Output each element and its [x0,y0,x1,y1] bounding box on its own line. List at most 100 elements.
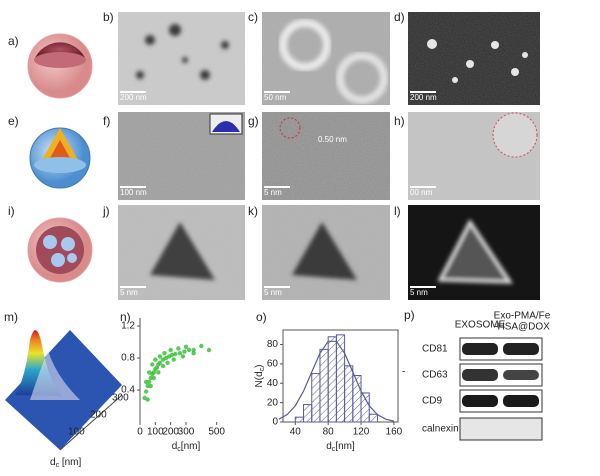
x-axis-label-sub: c [332,446,336,453]
y-tick-label: 0.4 [121,385,135,396]
x-axis-label-rest: [nm] [181,441,201,452]
bar [368,413,378,423]
y-tick-label: 80 [267,339,279,350]
y-tick-label: 40 [267,378,279,389]
y-tick-label: 0 [272,417,278,428]
side-mark: - [402,367,405,378]
bar [311,373,321,423]
x-tick-label: 200 [90,410,107,421]
x-tick-label: 0 [137,427,143,438]
panel-label: f) [103,114,110,128]
point [191,347,196,353]
x-tick-label: 120 [353,427,370,438]
column-header: Exo-PMA/Fe [494,311,551,322]
point [147,379,152,385]
scale-bar-label: 00 nm [410,188,433,197]
panel-label: k) [248,204,258,218]
scale-bar-label: 5 nm [264,188,282,197]
x-axis-label-main: d [326,441,332,452]
x-tick-label: 160 [386,427,403,438]
point [162,351,167,356]
point [147,370,152,375]
column-header: EXOSOME [455,320,506,331]
bar [360,392,370,423]
x-tick-label: 200 [162,427,179,438]
bar [303,404,313,423]
fit-line [278,340,395,422]
panel-label: d) [394,10,405,24]
point [148,375,153,381]
point [171,357,176,362]
y-axis-label-sub: c [259,367,266,371]
western-blot [459,337,543,441]
loaded-vesicle-icon [27,217,93,283]
x-tick-label: 300 [178,427,195,438]
panel-label: j) [102,204,110,218]
point [153,357,158,362]
point [173,351,178,357]
row-label: calnexin [422,424,459,435]
x-axis-label-main: d [172,441,178,452]
point [180,354,186,359]
point [206,347,212,353]
scale-bar-label: 5 nm [264,288,282,297]
x-axis-label: dc[nm] [326,441,355,453]
point [143,389,149,394]
point [165,360,170,365]
bar [327,336,337,423]
panel-label: a) [8,34,19,48]
x-tick-label: 100 [68,427,85,438]
x-axis-label-main: d [50,457,56,468]
point [177,351,183,356]
column-header: -HSA@DOX [494,322,550,333]
scale-bar-label: 5 nm [410,288,428,297]
x-tick-label: 100 [147,427,164,438]
point [145,397,150,402]
vesicle-icon [27,33,93,99]
x-axis-label: dc[nm] [172,441,201,453]
y-tick-label: 60 [267,359,279,370]
x-axis-label-sub: c [56,462,60,469]
point [156,370,161,375]
x-tick-label: 40 [290,427,302,438]
lattice-label: 0.50 nm [318,135,347,144]
point [143,379,149,385]
y-tick-label: 0.8 [121,353,135,364]
point [176,346,181,351]
panel-label: p) [404,308,415,322]
x-axis-label: dc [nm] [50,457,82,469]
y-axis-label: N(dc) [254,365,266,388]
panel-label: i) [8,204,15,218]
scale-bar-label: 200 nm [120,93,147,102]
panel-label: l) [394,204,401,218]
point [191,351,196,356]
x-tick-label: 80 [323,427,335,438]
panel-label: h) [394,114,405,128]
x-axis-label-rest: [nm] [59,457,81,468]
panel-label: e) [8,114,19,128]
point [168,347,173,353]
point [186,347,192,353]
point [157,360,163,365]
row-label: CD63 [422,370,448,381]
point [150,362,155,367]
scale-bar-label: 200 nm [410,93,437,102]
x-tick-label: 500 [208,427,225,438]
panel-label: n) [120,310,131,324]
x-axis-label-rest: [nm] [335,441,355,452]
point [148,383,153,389]
point [199,343,204,349]
micrographs [118,12,540,300]
row-label: CD81 [422,344,448,355]
surface-plot [5,330,123,451]
y-axis-label-rest: ) [254,365,265,368]
point [160,363,166,369]
point [151,375,156,381]
row-label: CD9 [422,396,442,407]
panel-label: g) [248,114,259,128]
bar [319,348,329,423]
y-tick-label: 1.2 [121,321,135,332]
point [145,383,150,389]
bar [344,365,354,423]
